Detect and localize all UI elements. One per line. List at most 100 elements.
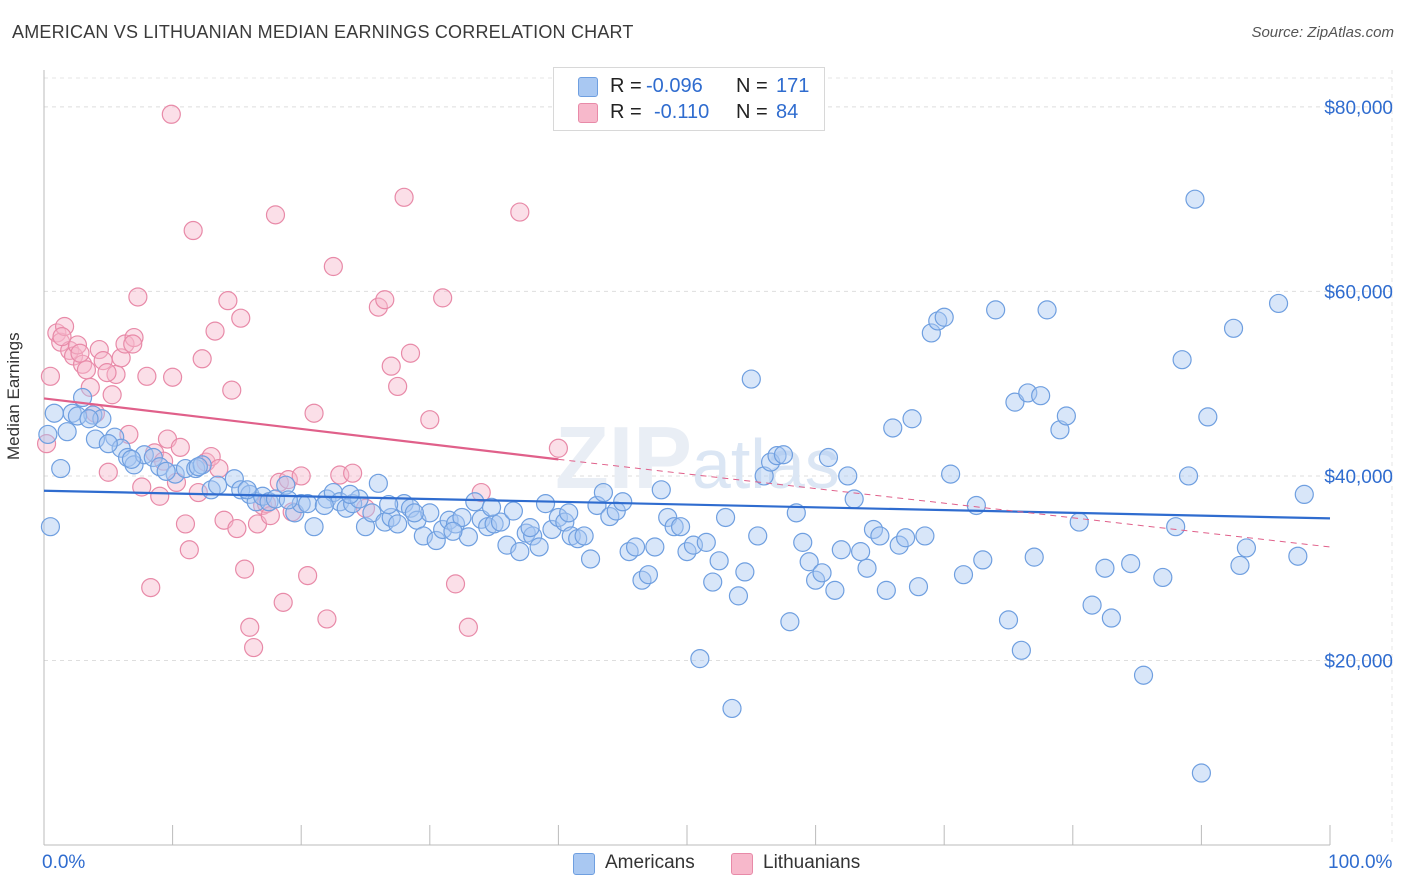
americans-point [574,526,594,546]
americans-point [1133,665,1154,685]
lithuanians-point [388,376,408,397]
lithuanians-point [124,327,144,348]
americans-point [420,503,440,523]
lithuanians-point [98,462,118,482]
y-tick-label: $80,000 [1324,98,1393,119]
americans-point [208,475,228,495]
r-value: -0.110 [654,101,710,123]
americans-point [1095,558,1115,578]
americans-point [121,449,142,469]
americans-point [98,434,118,454]
americans-point [490,512,511,532]
americans-point [902,409,922,429]
lithuanians-point [458,617,478,637]
chart-source: Source: ZipAtlas.com [1251,24,1394,41]
watermark: ZIPatlas [555,408,840,507]
lithuanians-point [209,458,229,479]
lithuanians-point [47,323,67,343]
americans-point [664,517,684,537]
americans-point [291,494,311,514]
lithuanians-point [304,403,324,423]
americans-point [876,580,896,600]
americans-point [40,517,61,537]
americans-point [57,422,77,442]
lithuanians-swatch [731,853,753,875]
americans-point [1288,546,1308,566]
americans-point [818,447,839,468]
americans-point [613,492,633,512]
americans-point [799,552,819,572]
americans-point [986,300,1006,320]
lithuanians-point [265,205,286,225]
lithuanians-point [510,202,530,222]
americans-point [452,507,472,528]
stats-legend: R = -0.096 N = 171 R = -0.110 N = 84 [553,67,825,131]
americans-point [484,514,504,534]
americans-point [67,406,88,426]
americans-point [1031,386,1051,406]
americans-point [748,526,768,546]
lithuanians-point [102,385,122,405]
americans-point [973,550,993,570]
r-label: R = [610,101,642,123]
lithuanians-point [343,463,363,483]
americans-point [1101,608,1121,628]
lithuanians-point [445,574,466,594]
americans-point [1294,484,1314,505]
y-axis-label: Median Earnings [4,332,23,460]
y-tick-label: $40,000 [1324,467,1393,488]
americans-point [870,526,890,546]
americans-point [793,532,813,552]
americans-point [1236,538,1257,558]
americans-point [156,461,176,481]
americans-point [651,480,671,500]
n-value: 171 [776,75,810,97]
lithuanians-point [137,366,157,386]
americans-point [1178,466,1199,486]
americans-point [465,492,485,512]
americans-point [362,503,382,523]
americans-point [1082,595,1102,615]
americans-swatch [573,853,595,875]
x-tick-label-max: 100.0% [1328,852,1393,873]
americans-point [1153,567,1173,588]
americans-point [224,469,244,489]
lithuanians-point [244,637,264,658]
legend-label: Lithuanians [763,852,861,873]
lithuanians-point [317,609,337,629]
americans-point [276,475,296,495]
lithuanians-swatch [578,103,598,123]
americans-point [304,517,324,537]
americans-point [696,532,716,552]
y-tick-label: $60,000 [1324,282,1393,303]
americans-point [443,521,463,541]
lithuanians-point [123,334,143,354]
lithuanians-point [141,577,161,598]
americans-point [786,503,806,523]
americans-point [735,562,755,582]
americans-point [1268,293,1289,314]
lithuanians-point [205,321,225,341]
americans-point [368,473,388,493]
lithuanians-point [40,366,61,386]
americans-point [298,494,318,514]
americans-point [838,466,858,486]
lithuanians-point [218,291,238,311]
americans-point [426,530,446,551]
americans-point [38,424,58,445]
americans-point [1166,517,1186,537]
lithuanians-point [235,559,255,579]
lithuanians-point [222,380,242,400]
americans-point [773,445,794,465]
americans-point [1198,407,1218,427]
americans-point [767,446,787,466]
lithuanians-point [420,410,440,430]
americans-point [1172,350,1192,370]
americans-point [908,577,929,597]
americans-trend-line [43,489,1331,520]
americans-point [85,429,106,449]
americans-point [559,503,579,523]
lithuanians-point [323,256,343,277]
americans-point [883,418,903,438]
americans-point [1185,189,1205,209]
